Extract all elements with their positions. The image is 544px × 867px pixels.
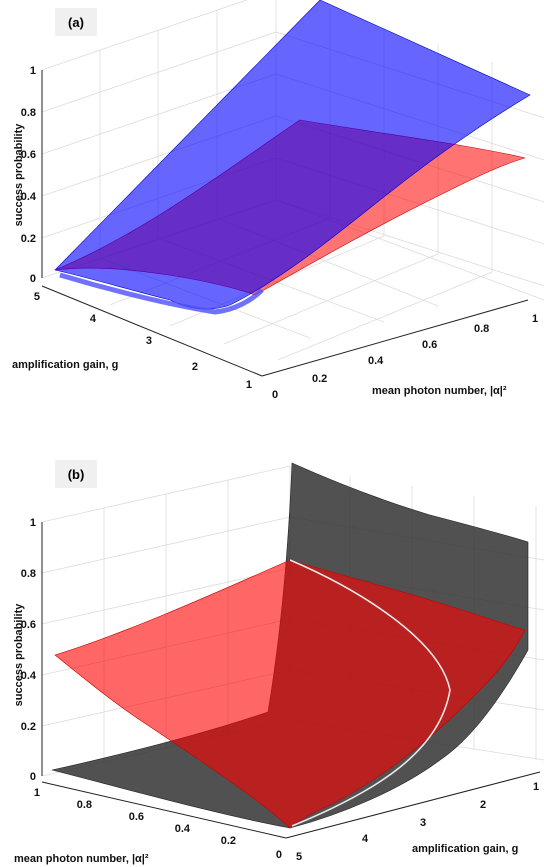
panel-b-gtick-1: 1 xyxy=(533,781,539,793)
panel-a-ztick-0.2: 0.2 xyxy=(21,233,36,245)
panel-b-axes xyxy=(41,522,541,839)
panel-a-label: (a) xyxy=(68,15,84,30)
panel-b-gtick-4: 4 xyxy=(362,833,369,845)
panel-a-gtick-5: 5 xyxy=(34,291,40,303)
panel-b-ztick-0.4: 0.4 xyxy=(21,670,37,682)
panel-b-xtick-1: 1 xyxy=(34,787,40,799)
panel-a-gtick-4: 4 xyxy=(90,313,97,325)
panel-a-surface-blue-edge xyxy=(59,272,264,315)
panel-a-label-bg xyxy=(55,8,97,36)
panel-b-z-ticks: 1 0.8 0.6 0.4 0.2 0 xyxy=(21,517,37,783)
panel-b-xlabel: mean photon number, |α|² xyxy=(14,853,149,865)
panel-a-zlabel: success probability xyxy=(13,123,25,227)
panel-a: (a) xyxy=(12,0,544,401)
panel-b-surfaces xyxy=(51,462,529,829)
panel-b-xtick-0: 0 xyxy=(276,849,282,861)
panel-a-xlabel: mean photon number, |α|² xyxy=(372,385,507,397)
panel-b-label-bg xyxy=(55,460,97,488)
panel-a-x-ticks: 0 0.2 0.4 0.6 0.8 1 xyxy=(272,313,538,401)
panel-b-ztick-1: 1 xyxy=(30,517,36,529)
panel-a-xtick-0.8: 0.8 xyxy=(474,323,489,335)
panel-b-ztick-0.8: 0.8 xyxy=(21,568,36,580)
panel-a-ztick-1: 1 xyxy=(30,65,36,77)
panel-a-xtick-1: 1 xyxy=(532,313,538,325)
panel-b-xtick-0.6: 0.6 xyxy=(129,811,144,823)
panel-a-ztick-0.6: 0.6 xyxy=(21,149,36,161)
panel-a-xtick-0.6: 0.6 xyxy=(422,339,437,351)
panel-b-ztick-0: 0 xyxy=(30,771,36,783)
panel-b-label: (b) xyxy=(68,467,85,482)
panel-a-xtick-0.4: 0.4 xyxy=(368,355,384,367)
panel-b-gtick-3: 3 xyxy=(420,817,426,829)
panel-b-ztick-0.2: 0.2 xyxy=(21,721,36,733)
panel-a-g-ticks: 5 4 3 2 1 xyxy=(34,291,252,391)
panel-b-zlabel: success probability xyxy=(13,603,25,707)
panel-a-ylabel: amplification gain, g xyxy=(12,359,118,371)
panel-a-ztick-0: 0 xyxy=(30,273,36,285)
panel-b-xtick-0.4: 0.4 xyxy=(175,823,191,835)
panel-a-xtick-0.2: 0.2 xyxy=(312,373,327,385)
panel-b-ztick-0.6: 0.6 xyxy=(21,619,36,631)
panel-b-xtick-0.2: 0.2 xyxy=(221,835,236,847)
panel-b-ylabel: amplification gain, g xyxy=(412,843,518,855)
panel-b-xtick-0.8: 0.8 xyxy=(77,799,92,811)
panel-b-surface-boundary-curve xyxy=(289,559,451,827)
panel-a-z-ticks: 1 0.8 0.6 0.4 0.2 0 xyxy=(21,65,37,285)
panel-b-gtick-2: 2 xyxy=(480,799,486,811)
panel-a-gtick-2: 2 xyxy=(192,361,198,373)
panel-a-xtick-0: 0 xyxy=(272,389,278,401)
panel-a-surfaces xyxy=(54,0,531,315)
panel-a-ztick-0.4: 0.4 xyxy=(21,191,37,203)
panel-a-gtick-1: 1 xyxy=(246,379,252,391)
panel-a-axes xyxy=(41,70,529,377)
panel-a-ztick-0.8: 0.8 xyxy=(21,107,36,119)
panel-b: (b) xyxy=(13,460,544,865)
panel-a-gtick-3: 3 xyxy=(146,335,152,347)
panel-b-x-ticks: 1 0.8 0.6 0.4 0.2 0 xyxy=(34,787,282,861)
panel-a-surface-blue xyxy=(54,0,531,310)
panel-b-g-ticks: 5 4 3 2 1 xyxy=(296,781,539,863)
panel-b-gtick-5: 5 xyxy=(296,851,302,863)
